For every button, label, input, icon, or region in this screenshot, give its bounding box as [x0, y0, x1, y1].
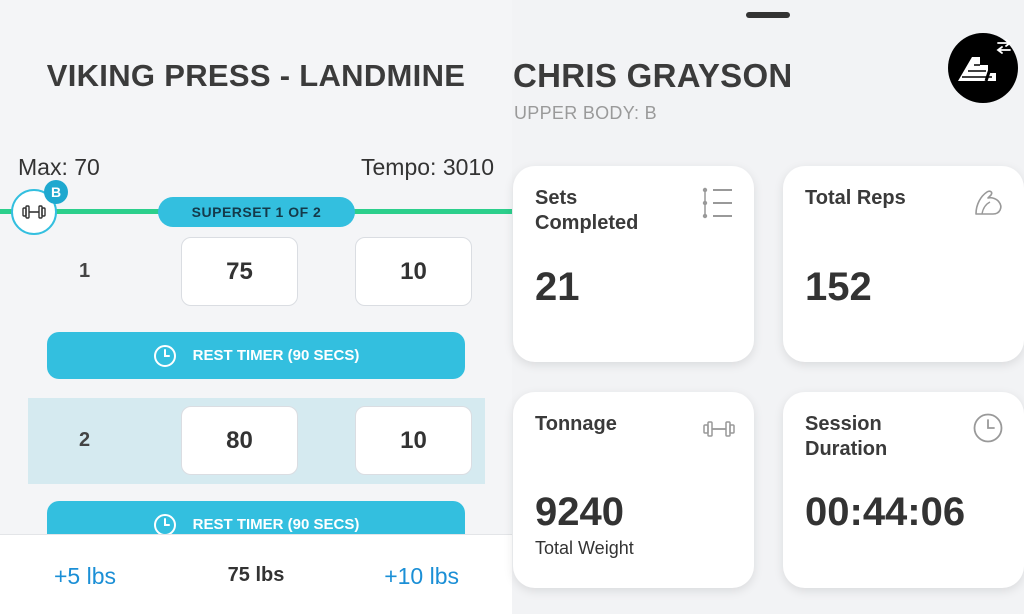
swap-logo-icon: [958, 39, 1012, 82]
program-name: UPPER BODY: B: [514, 103, 657, 123]
add-10-lbs-button[interactable]: +10 lbs: [384, 563, 459, 589]
rest-timer-label: REST TIMER (90 SECS): [192, 347, 360, 364]
group-badge: B: [44, 180, 68, 204]
stat-card-tonnage: Tonnage 9240 Total Weight: [513, 392, 754, 588]
drag-handle[interactable]: [746, 12, 790, 18]
stat-value: 00:44:06: [805, 490, 966, 534]
set-weight-input[interactable]: 75: [181, 237, 298, 306]
rest-timer-label: REST TIMER (90 SECS): [192, 516, 360, 533]
stat-label: Session Duration: [805, 413, 888, 460]
exercise-title: VIKING PRESS - LANDMINE: [46, 58, 466, 93]
set-number: 1: [79, 260, 91, 282]
stat-card-sets-completed: Sets Completed 21: [513, 166, 754, 362]
tempo-label: Tempo: 3010: [361, 154, 494, 180]
clock-icon: [153, 344, 176, 367]
clock-icon: [973, 413, 1003, 443]
list-icon: [702, 187, 732, 219]
superset-badge: SUPERSET 1 OF 2: [158, 197, 355, 227]
clock-icon: [153, 513, 176, 536]
set-number: 2: [79, 429, 91, 451]
athlete-name: CHRIS GRAYSON: [513, 57, 793, 94]
stat-card-session-duration: Session Duration 00:44:06: [783, 392, 1024, 588]
dumbbell-icon: [703, 421, 735, 437]
set-reps-input[interactable]: 10: [355, 406, 472, 475]
dumbbell-icon: [22, 205, 46, 219]
stat-value: 152: [805, 265, 872, 309]
exercise-panel: VIKING PRESS - LANDMINE Max: 70 Tempo: 3…: [0, 58, 512, 614]
stat-label: Total Reps: [805, 187, 906, 209]
set-row: 1 75 10: [0, 229, 512, 315]
stat-label: Tonnage: [535, 413, 617, 435]
rest-timer-button[interactable]: REST TIMER (90 SECS): [47, 332, 465, 379]
stat-value: 9240: [535, 490, 624, 534]
current-weight: 75 lbs: [227, 564, 285, 586]
set-reps-input[interactable]: 10: [355, 237, 472, 306]
session-summary-panel: CHRIS GRAYSON UPPER BODY: B Sets Complet…: [512, 0, 1024, 614]
flexed-arm-icon: [975, 190, 1002, 215]
set-weight-input[interactable]: 80: [181, 406, 298, 475]
brand-logo-button[interactable]: [948, 33, 1018, 103]
stat-card-total-reps: Total Reps 152: [783, 166, 1024, 362]
add-5-lbs-button[interactable]: +5 lbs: [54, 563, 117, 589]
stat-sublabel: Total Weight: [535, 538, 634, 558]
max-label: Max: 70: [18, 154, 100, 180]
set-row-active: 2 80 10: [28, 398, 485, 484]
stat-value: 21: [535, 265, 580, 309]
stat-label: Sets Completed: [535, 187, 639, 234]
weight-adjust-bar: +5 lbs 75 lbs +10 lbs: [0, 534, 512, 614]
